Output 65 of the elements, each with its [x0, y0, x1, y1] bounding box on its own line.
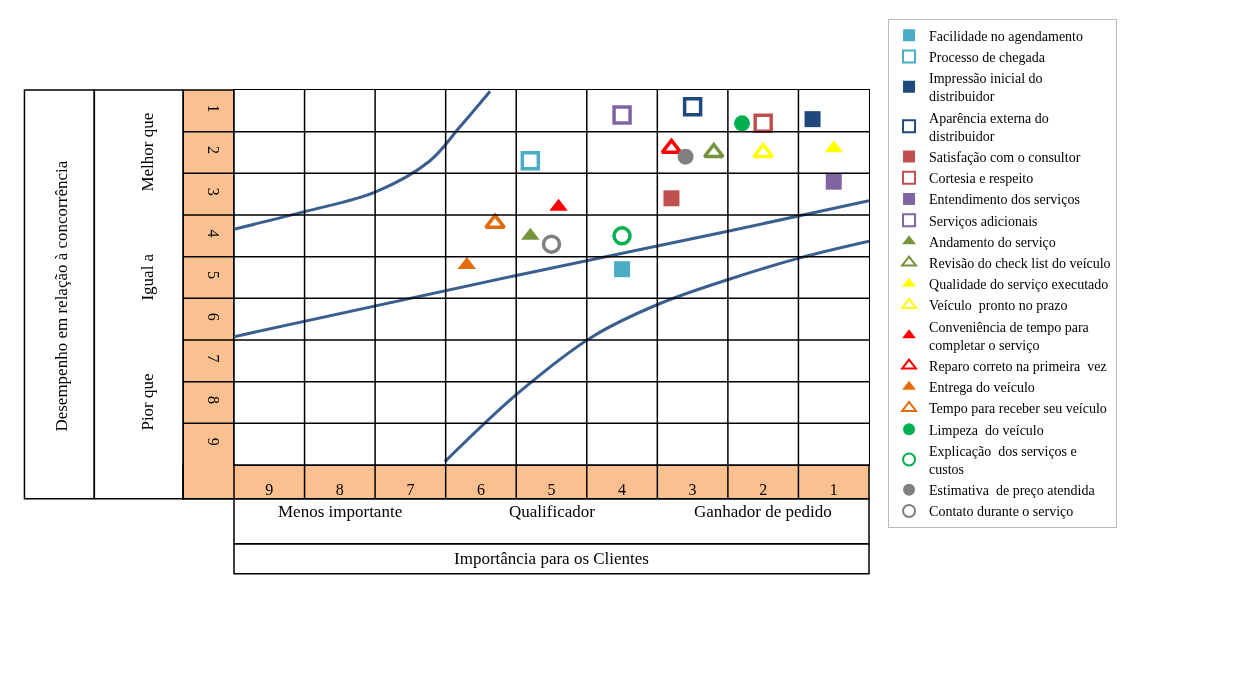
- y-tick-label: 4: [204, 229, 222, 238]
- x-tick-label: 9: [265, 481, 274, 499]
- legend-label: Reparo correto na primeira vez: [929, 359, 1107, 375]
- legend-label: Qualidade do serviço executado: [929, 277, 1109, 293]
- legend-label: Processo de chegada: [929, 50, 1046, 66]
- legend-label: Veículo pronto no prazo: [929, 298, 1068, 314]
- legend-label: Tempo para receber seu veículo: [929, 401, 1107, 417]
- y-tick-label: 5: [204, 271, 222, 280]
- point: [804, 111, 821, 128]
- text: Menos importante: [278, 502, 403, 521]
- point: [520, 151, 541, 171]
- point: [752, 142, 775, 159]
- x-tick-label: 3: [688, 481, 697, 499]
- point: [663, 190, 680, 207]
- text: Ganhador de pedido: [694, 502, 832, 521]
- point: [753, 113, 773, 134]
- legend-label: Impressão inicial do distribuidor: [929, 71, 1043, 105]
- legend-label: Explicação dos serviços e custos: [929, 443, 1077, 478]
- text: Qualificador: [509, 502, 596, 521]
- y-tick-label: 1: [204, 104, 222, 113]
- point: [660, 138, 683, 155]
- legend-label: Conveniência de tempo para completar o serviço: [929, 319, 1090, 353]
- y-tick-label: 6: [204, 312, 222, 321]
- x-tick-label: 4: [618, 481, 627, 499]
- point: [677, 148, 694, 165]
- line-series: [234, 199, 869, 339]
- y-tick-label: 8: [204, 396, 222, 405]
- legend-label: Contato durante o serviço: [929, 504, 1074, 520]
- text: Desempenho em relação à concorrência: [52, 160, 72, 432]
- point: [612, 226, 632, 246]
- point: [614, 261, 631, 278]
- x-tick-label: 6: [476, 481, 485, 499]
- point: [682, 96, 703, 117]
- legend-label: Entrega do veículo: [929, 380, 1035, 396]
- y-tick-label: 9: [204, 437, 222, 446]
- legend-label: Satisfação com o consultor: [929, 150, 1081, 166]
- legend-label: Aparência externa do distribuidor: [929, 110, 1049, 144]
- point: [612, 105, 632, 125]
- line-series: [443, 239, 869, 464]
- point: [825, 173, 842, 190]
- x-axis-title: Importância para os Clientes: [454, 549, 649, 568]
- point: [734, 115, 750, 132]
- legend-label: Facilidade no agendamento: [929, 28, 1083, 44]
- legend-label: Revisão do check list do veículo: [929, 256, 1111, 272]
- legend-label: Cortesia e respeito: [929, 171, 1034, 187]
- legend-label: Andamento do serviço: [929, 234, 1056, 250]
- text: Pior que: [137, 373, 157, 431]
- x-tick-label: 5: [547, 481, 556, 499]
- y-tick-label: 3: [204, 187, 222, 196]
- legend-label: Entendimento dos serviços: [929, 192, 1080, 208]
- point: [541, 234, 562, 254]
- y-tick-label: 7: [204, 354, 222, 363]
- y-tick-label: 2: [204, 146, 222, 155]
- x-tick-label: 7: [406, 481, 415, 499]
- x-tick-label: 8: [335, 481, 344, 499]
- text: Melhor que: [137, 112, 157, 192]
- x-tick-label: 1: [829, 481, 838, 499]
- text: Igual a: [137, 253, 157, 301]
- x-tick-label: 2: [759, 481, 768, 499]
- legend-label: Limpeza do veículo: [929, 422, 1044, 438]
- legend-label: Serviços adicionais: [929, 213, 1038, 229]
- line-series: [234, 90, 492, 231]
- point: [702, 142, 725, 159]
- legend-label: Estimativa de preço atendida: [929, 483, 1096, 499]
- point: [484, 213, 507, 230]
